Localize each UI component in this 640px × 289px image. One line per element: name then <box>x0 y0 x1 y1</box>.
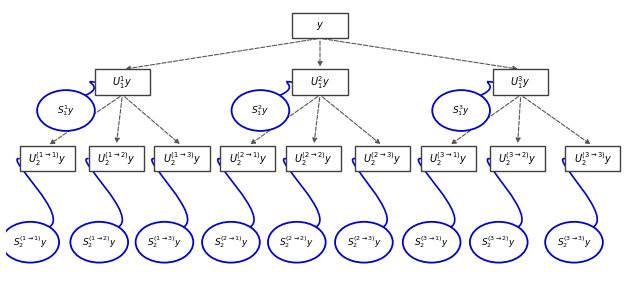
Ellipse shape <box>70 222 128 263</box>
FancyBboxPatch shape <box>355 146 410 171</box>
FancyBboxPatch shape <box>88 146 144 171</box>
FancyBboxPatch shape <box>292 13 348 38</box>
Text: $S_2^{(1{\to}3)} y$: $S_2^{(1{\to}3)} y$ <box>147 234 182 250</box>
FancyBboxPatch shape <box>286 146 341 171</box>
Ellipse shape <box>403 222 461 263</box>
FancyBboxPatch shape <box>20 146 75 171</box>
Text: $U_1^2 y$: $U_1^2 y$ <box>310 74 330 90</box>
Text: $S_2^{(3{\to}2)} y$: $S_2^{(3{\to}2)} y$ <box>481 234 516 250</box>
Text: $U_1^3 y$: $U_1^3 y$ <box>511 74 531 90</box>
Text: $S_1^3 y$: $S_1^3 y$ <box>452 103 470 118</box>
Ellipse shape <box>1 222 59 263</box>
Text: $U_2^{(3{\to}2)} y$: $U_2^{(3{\to}2)} y$ <box>499 150 537 168</box>
Text: $U_2^{(1{\to}2)} y$: $U_2^{(1{\to}2)} y$ <box>97 150 136 168</box>
Ellipse shape <box>136 222 193 263</box>
Ellipse shape <box>335 222 393 263</box>
Text: $U_2^{(2{\to}3)} y$: $U_2^{(2{\to}3)} y$ <box>364 150 402 168</box>
Ellipse shape <box>37 90 95 131</box>
Text: $U_2^{(3{\to}3)} y$: $U_2^{(3{\to}3)} y$ <box>573 150 612 168</box>
FancyBboxPatch shape <box>421 146 476 171</box>
FancyBboxPatch shape <box>95 69 150 95</box>
Text: $U_2^{(1{\to}3)} y$: $U_2^{(1{\to}3)} y$ <box>163 150 201 168</box>
FancyBboxPatch shape <box>154 146 210 171</box>
FancyBboxPatch shape <box>220 146 275 171</box>
FancyBboxPatch shape <box>292 69 348 95</box>
Text: $S_1^1 y$: $S_1^1 y$ <box>57 103 75 118</box>
Ellipse shape <box>470 222 527 263</box>
Text: $U_2^{(2{\to}2)} y$: $U_2^{(2{\to}2)} y$ <box>294 150 333 168</box>
Text: $S_2^{(3{\to}1)} y$: $S_2^{(3{\to}1)} y$ <box>414 234 449 250</box>
Text: $S_2^{(1{\to}2)} y$: $S_2^{(1{\to}2)} y$ <box>82 234 116 250</box>
Text: $U_2^{(2{\to}1)} y$: $U_2^{(2{\to}1)} y$ <box>228 150 267 168</box>
Ellipse shape <box>545 222 603 263</box>
Text: $y$: $y$ <box>316 20 324 32</box>
FancyBboxPatch shape <box>565 146 620 171</box>
Ellipse shape <box>232 90 289 131</box>
Ellipse shape <box>432 90 490 131</box>
Text: $S_2^{(2{\to}1)} y$: $S_2^{(2{\to}1)} y$ <box>214 234 248 250</box>
Text: $S_2^{(3{\to}3)} y$: $S_2^{(3{\to}3)} y$ <box>557 234 591 250</box>
Text: $U_2^{(3{\to}1)} y$: $U_2^{(3{\to}1)} y$ <box>429 150 468 168</box>
Ellipse shape <box>268 222 326 263</box>
FancyBboxPatch shape <box>493 69 548 95</box>
Text: $S_2^{(2{\to}3)} y$: $S_2^{(2{\to}3)} y$ <box>346 234 381 250</box>
FancyBboxPatch shape <box>490 146 545 171</box>
Text: $U_2^{(1{\to}1)} y$: $U_2^{(1{\to}1)} y$ <box>28 150 67 168</box>
Text: $U_1^1 y$: $U_1^1 y$ <box>112 74 132 90</box>
Text: $S_2^{(1{\to}1)} y$: $S_2^{(1{\to}1)} y$ <box>13 234 47 250</box>
Ellipse shape <box>202 222 260 263</box>
Text: $S_2^{(2{\to}2)} y$: $S_2^{(2{\to}2)} y$ <box>280 234 314 250</box>
Text: $S_1^2 y$: $S_1^2 y$ <box>252 103 269 118</box>
